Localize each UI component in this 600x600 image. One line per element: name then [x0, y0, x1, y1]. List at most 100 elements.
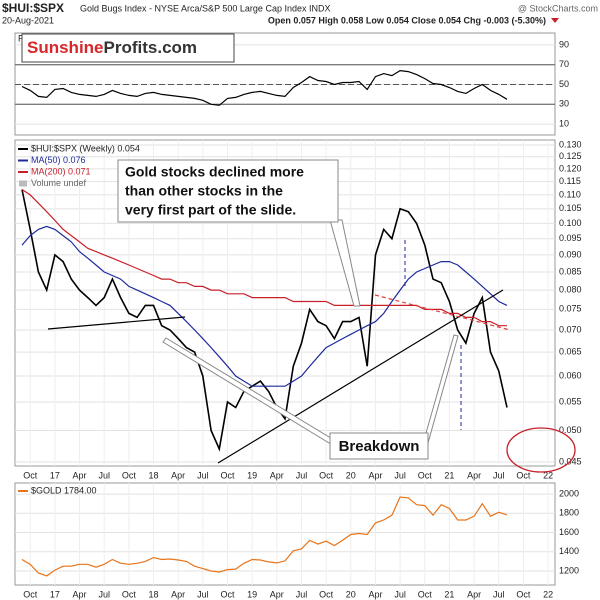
y-tick-label: 0.110	[559, 189, 581, 199]
y-tick-label: 30	[559, 99, 569, 109]
x-tick-label: Jul	[98, 470, 110, 480]
x-tick-label: 19	[247, 589, 257, 599]
x-tick-label: Jul	[493, 470, 505, 480]
x-tick-label: Oct	[220, 470, 235, 480]
x-tick-label: 22	[543, 470, 553, 480]
x-tick-label: Apr	[467, 470, 481, 480]
legend-label: MA(50) 0.076	[31, 155, 86, 165]
series-line	[21, 188, 507, 327]
x-tick-label: 19	[247, 470, 257, 480]
y-tick-label: 0.055	[559, 396, 582, 406]
ohlc: Open 0.057 High 0.058 Low 0.054 Close 0.…	[268, 15, 546, 25]
x-tick-label: 20	[346, 470, 356, 480]
callout-text: very first part of the slide.	[125, 202, 296, 218]
x-tick-label: 22	[543, 589, 553, 599]
annotations: Gold stocks declined more than other sto…	[21, 33, 576, 473]
y-tick-label: 0.130	[559, 139, 582, 149]
date: 20-Aug-2021	[2, 15, 54, 25]
y-tick-label: 0.050	[559, 425, 582, 435]
y-tick-label: 0.080	[559, 284, 582, 294]
y-tick-label: 0.120	[559, 163, 582, 173]
y-tick-label: 1600	[559, 527, 579, 537]
x-tick-label: Oct	[220, 589, 235, 599]
y-tick-label: 0.125	[559, 151, 582, 161]
x-tick-label: Apr	[171, 470, 185, 480]
down-arrow	[551, 18, 559, 23]
y-tick-label: 10	[559, 118, 569, 128]
breakdown-text: Breakdown	[339, 438, 420, 455]
legend-swatch	[19, 180, 27, 187]
x-tick-label: Jul	[98, 589, 110, 599]
x-tick-label: Oct	[516, 589, 531, 599]
support-line	[47, 316, 186, 330]
resistance-line	[374, 294, 511, 331]
y-tick-label: 0.060	[559, 370, 582, 380]
x-tick-label: Jul	[394, 470, 406, 480]
y-tick-label: 0.070	[559, 324, 582, 334]
legend-label: $GOLD 1784.00	[31, 485, 97, 495]
y-tick-label: 70	[559, 59, 569, 69]
x-tick-label: Oct	[319, 470, 334, 480]
y-tick-label: 0.105	[559, 203, 582, 213]
logo-part: Sunshine	[27, 38, 104, 57]
y-tick-label: 1400	[559, 546, 579, 556]
series-line	[21, 225, 508, 387]
x-tick-label: Apr	[270, 470, 284, 480]
x-tick-label: Jul	[493, 589, 505, 599]
x-tick-label: Oct	[122, 589, 137, 599]
x-tick-label: 21	[444, 470, 454, 480]
x-tick-label: 18	[149, 589, 159, 599]
trend-line	[217, 289, 504, 464]
x-tick-label: Oct	[23, 470, 38, 480]
logo: SunshineProfits.com	[27, 38, 197, 57]
highlight-circle	[506, 427, 576, 473]
y-tick-label: 2000	[559, 488, 579, 498]
series-line	[21, 69, 508, 106]
y-tick-label: 1800	[559, 508, 579, 518]
x-tick-label: Jul	[197, 470, 209, 480]
x-tick-label: Oct	[418, 470, 433, 480]
y-tick-label: 0.075	[559, 304, 582, 314]
x-tick-label: Apr	[73, 589, 87, 599]
x-tick-label: Apr	[368, 470, 382, 480]
legend-label: Volume undef	[31, 178, 87, 188]
y-tick-label: 0.085	[559, 266, 582, 276]
x-tick-label: Jul	[296, 470, 308, 480]
x-tick-label: Apr	[368, 589, 382, 599]
y-tick-label: 0.100	[559, 218, 582, 228]
x-tick-label: 17	[50, 470, 60, 480]
x-tick-label: Oct	[23, 589, 38, 599]
y-tick-label: 1200	[559, 565, 579, 575]
callout-text: than other stocks in the	[125, 183, 283, 199]
plot-layer: 1030507090RSI(24) 35.160.0450.0500.0550.…	[15, 33, 582, 599]
x-tick-label: Oct	[516, 470, 531, 480]
x-tick-label: Apr	[467, 589, 481, 599]
breakdown-box	[329, 432, 429, 460]
x-tick-label: Oct	[122, 470, 137, 480]
callout-box	[117, 159, 339, 223]
legend-label: $HUI:$SPX (Weekly) 0.054	[31, 143, 140, 153]
source: @ StockCharts.com	[518, 3, 598, 13]
legend-label: MA(200) 0.071	[31, 166, 91, 176]
x-tick-label: Jul	[296, 589, 308, 599]
y-tick-label: 0.095	[559, 233, 582, 243]
y-tick-label: 0.090	[559, 249, 582, 259]
x-tick-label: 20	[346, 589, 356, 599]
x-tick-label: 21	[444, 589, 454, 599]
x-tick-label: Apr	[73, 470, 87, 480]
series-line	[21, 496, 508, 577]
y-tick-label: 50	[559, 79, 569, 89]
price-panel	[14, 139, 556, 467]
logo-box	[21, 33, 235, 63]
y-tick-label: 0.065	[559, 346, 582, 356]
x-tick-label: 18	[149, 470, 159, 480]
x-tick-label: Apr	[171, 589, 185, 599]
y-tick-label: 90	[559, 39, 569, 49]
x-tick-label: Apr	[270, 589, 284, 599]
x-tick-label: Oct	[319, 589, 334, 599]
x-tick-label: Oct	[418, 589, 433, 599]
gold-panel	[14, 482, 556, 586]
x-tick-label: Jul	[394, 589, 406, 599]
